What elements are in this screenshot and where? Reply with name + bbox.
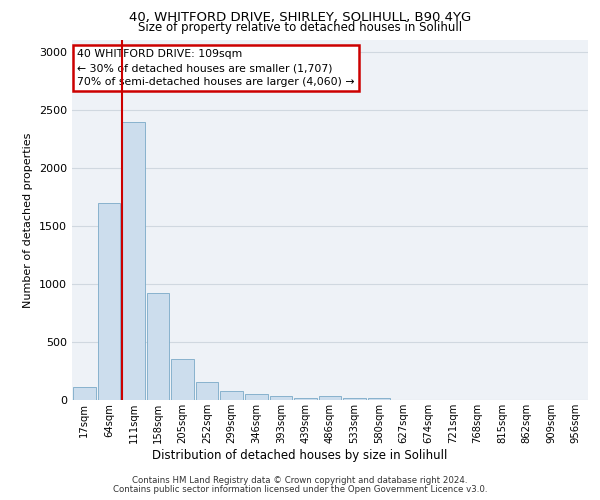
Text: Contains public sector information licensed under the Open Government Licence v3: Contains public sector information licen… [113, 484, 487, 494]
Bar [146, 293, 169, 400]
Bar [368, 398, 391, 400]
Bar [269, 396, 292, 400]
Text: Size of property relative to detached houses in Solihull: Size of property relative to detached ho… [138, 22, 462, 35]
Bar [343, 398, 366, 400]
Bar [73, 386, 95, 400]
Bar [245, 394, 268, 400]
Text: 40, WHITFORD DRIVE, SHIRLEY, SOLIHULL, B90 4YG: 40, WHITFORD DRIVE, SHIRLEY, SOLIHULL, B… [129, 12, 471, 24]
Bar [98, 202, 120, 400]
Bar [294, 398, 317, 400]
Bar [319, 396, 341, 400]
Text: Distribution of detached houses by size in Solihull: Distribution of detached houses by size … [152, 450, 448, 462]
Bar [220, 390, 243, 400]
Bar [196, 382, 218, 400]
Bar [171, 360, 194, 400]
Bar [122, 122, 145, 400]
Text: Contains HM Land Registry data © Crown copyright and database right 2024.: Contains HM Land Registry data © Crown c… [132, 476, 468, 485]
Text: 40 WHITFORD DRIVE: 109sqm
← 30% of detached houses are smaller (1,707)
70% of se: 40 WHITFORD DRIVE: 109sqm ← 30% of detac… [77, 49, 355, 87]
Y-axis label: Number of detached properties: Number of detached properties [23, 132, 34, 308]
